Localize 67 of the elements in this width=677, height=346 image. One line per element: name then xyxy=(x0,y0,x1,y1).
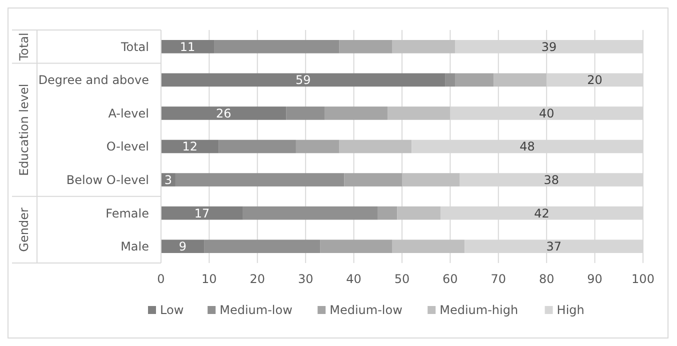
legend-label: High xyxy=(556,303,584,318)
data-label: 42 xyxy=(534,206,550,220)
data-label: 59 xyxy=(296,73,311,88)
x-tick-label: 90 xyxy=(587,272,602,286)
data-label: 26 xyxy=(216,106,232,120)
bar xyxy=(324,106,388,120)
x-tick-label: 20 xyxy=(250,272,266,286)
data-label: 12 xyxy=(182,140,198,154)
bar xyxy=(455,73,494,87)
text: Gender xyxy=(17,208,32,252)
data-label: 48 xyxy=(520,140,535,154)
bar xyxy=(388,106,450,120)
bar xyxy=(392,40,456,54)
data-label: 40 xyxy=(538,106,554,120)
legend-label: Medium-low xyxy=(330,303,403,318)
bar xyxy=(175,173,344,186)
bar xyxy=(214,40,340,54)
bar xyxy=(397,206,441,220)
x-tick-label: 70 xyxy=(490,272,506,286)
bar xyxy=(392,240,465,254)
bar xyxy=(494,73,547,87)
x-tick-label: 50 xyxy=(394,272,410,286)
data-label: 20 xyxy=(587,73,602,88)
text: Total xyxy=(17,32,32,62)
y-tick-label: Male xyxy=(120,240,149,254)
y-tick-label: A-level xyxy=(108,106,149,120)
legend-label: Medium-low xyxy=(220,303,293,318)
x-tick-label: 0 xyxy=(157,272,165,286)
data-label: 9 xyxy=(178,240,187,254)
bar xyxy=(344,173,402,186)
bar xyxy=(242,206,378,220)
y-tick-label: Female xyxy=(106,206,149,220)
data-label: 11 xyxy=(180,40,196,54)
bar xyxy=(378,206,398,220)
x-tick-label: 80 xyxy=(538,272,554,286)
x-tick-label: 30 xyxy=(298,272,314,286)
y-tick-label: Below O-level xyxy=(66,172,149,187)
x-tick-label: 10 xyxy=(202,272,217,286)
bar xyxy=(161,40,214,54)
legend-label: Low xyxy=(160,303,184,318)
bar xyxy=(161,140,219,154)
bar xyxy=(445,73,456,87)
bar xyxy=(204,240,320,254)
data-label: 38 xyxy=(544,172,560,187)
bar xyxy=(402,173,460,186)
bar xyxy=(320,240,392,254)
data-label: 37 xyxy=(546,240,562,254)
y-tick-label: Total xyxy=(120,40,149,54)
bar xyxy=(161,240,204,254)
bar xyxy=(339,40,392,54)
x-tick-label: 60 xyxy=(442,272,458,286)
y-tick-label: Degree and above xyxy=(38,73,149,88)
text: Education level xyxy=(17,84,32,176)
bar xyxy=(161,206,243,220)
bar xyxy=(296,140,340,154)
x-tick-label: 100 xyxy=(632,272,654,286)
bar xyxy=(286,106,325,120)
data-label: 3 xyxy=(164,172,172,187)
data-label: 17 xyxy=(194,206,210,220)
y-tick-label: O-level xyxy=(106,140,149,154)
bar xyxy=(339,140,412,154)
x-tick-label: 40 xyxy=(346,272,362,286)
bar xyxy=(161,73,446,87)
bar xyxy=(218,140,296,154)
bar xyxy=(161,106,286,120)
data-label: 39 xyxy=(541,40,557,54)
legend-label: Medium-high xyxy=(440,303,518,318)
